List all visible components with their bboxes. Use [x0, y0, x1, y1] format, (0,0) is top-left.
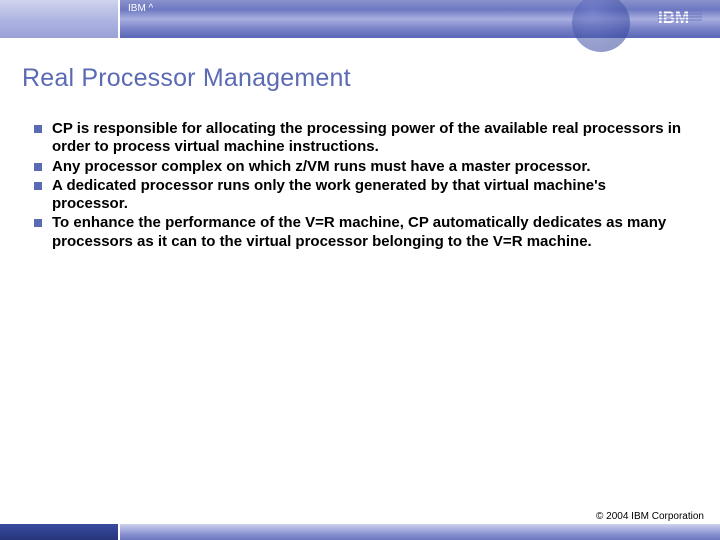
footer-divider	[118, 524, 120, 540]
bullet-marker-icon	[34, 125, 42, 133]
bullet-text: A dedicated processor runs only the work…	[52, 177, 606, 212]
footer-bar: © 2004 IBM Corporation	[0, 512, 720, 540]
bullet-marker-icon	[34, 182, 42, 190]
list-item: CP is responsible for allocating the pro…	[34, 120, 684, 157]
page-title: Real Processor Management	[22, 64, 351, 93]
header-left-block	[0, 0, 118, 38]
bullet-marker-icon	[34, 219, 42, 227]
footer-left-block	[0, 524, 118, 540]
globe-icon	[572, 0, 630, 52]
header-divider	[118, 0, 120, 38]
list-item: To enhance the performance of the V=R ma…	[34, 214, 684, 251]
content-area: CP is responsible for allocating the pro…	[34, 120, 684, 252]
slide-root: IBM ^ IBM Real Processor Management CP i…	[0, 0, 720, 540]
ibm-logo-icon: IBM	[658, 8, 702, 31]
copyright-text: © 2004 IBM Corporation	[596, 511, 704, 522]
bullet-text: Any processor complex on which z/VM runs…	[52, 158, 591, 175]
list-item: A dedicated processor runs only the work…	[34, 177, 684, 214]
bullet-marker-icon	[34, 163, 42, 171]
header-label: IBM ^	[128, 3, 153, 14]
header-bar: IBM ^ IBM	[0, 0, 720, 38]
bullet-list: CP is responsible for allocating the pro…	[34, 120, 684, 251]
bullet-text: CP is responsible for allocating the pro…	[52, 120, 681, 155]
list-item: Any processor complex on which z/VM runs…	[34, 158, 684, 176]
bullet-text: To enhance the performance of the V=R ma…	[52, 214, 666, 249]
